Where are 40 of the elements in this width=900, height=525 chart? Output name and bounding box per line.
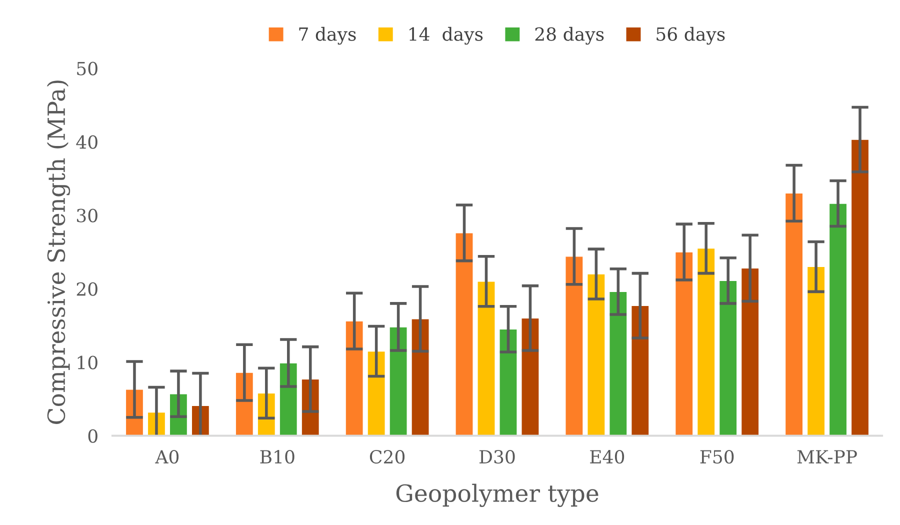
bar — [521, 318, 540, 436]
bar — [411, 318, 430, 436]
bar — [389, 326, 408, 436]
legend-label: 7 days — [299, 26, 356, 45]
bar — [565, 256, 584, 436]
x-tick-label: D30 — [480, 450, 515, 464]
bar — [718, 280, 738, 436]
legend-label: 56 days — [656, 26, 725, 45]
bar — [367, 350, 386, 436]
y-tick-label: 40 — [76, 135, 98, 149]
y-tick-label: 10 — [78, 356, 98, 370]
bar — [696, 248, 716, 436]
x-tick-label: MK-PP — [797, 450, 857, 464]
bar — [740, 268, 760, 436]
bar — [828, 203, 848, 436]
bar — [850, 139, 870, 436]
legend-label: 28 days — [535, 26, 604, 45]
y-tick-label: 30 — [77, 208, 98, 222]
y-tick-label: 0 — [88, 429, 98, 443]
x-tick-label: B10 — [260, 450, 294, 464]
legend-label: 14 days — [410, 26, 483, 45]
bar — [455, 232, 474, 436]
y-tick-label: 20 — [76, 282, 98, 296]
bar — [499, 328, 518, 436]
x-tick-label: C20 — [370, 450, 405, 464]
bar — [674, 252, 694, 436]
x-axis-title: Geopolymer type — [396, 484, 598, 507]
bar — [345, 320, 364, 436]
bar — [609, 291, 628, 436]
bar — [784, 192, 804, 436]
bar — [806, 266, 826, 436]
bar — [477, 281, 496, 436]
y-tick-label: 50 — [77, 62, 98, 76]
bar — [587, 274, 606, 436]
x-tick-label: F50 — [700, 450, 734, 464]
bar — [279, 362, 298, 436]
y-axis-title: Compressive Strength (MPa) — [46, 80, 70, 424]
x-tick-label: A0 — [155, 450, 179, 464]
bar — [631, 305, 650, 436]
x-tick-label: E40 — [590, 450, 624, 464]
